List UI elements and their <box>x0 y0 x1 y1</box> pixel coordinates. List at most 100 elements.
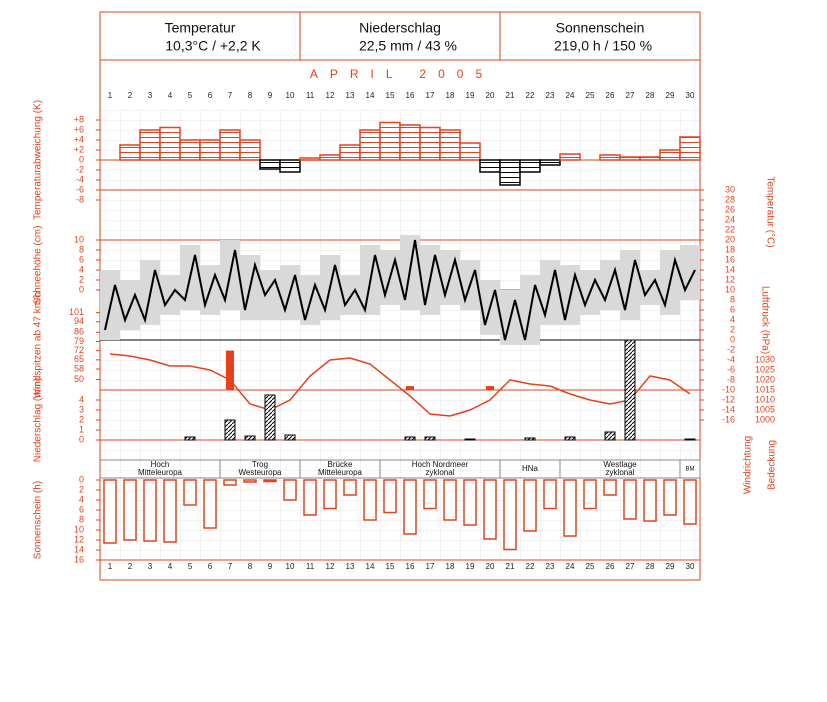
deviation-bar <box>219 129 241 161</box>
day-label: 5 <box>188 562 193 571</box>
y-tick-label: 0 <box>79 154 84 164</box>
weather-type: Mitteleuropa <box>318 468 363 477</box>
y-tick-label: 1025 <box>755 364 775 374</box>
deviation-bar <box>379 121 401 161</box>
y-tick-label: 101 <box>69 307 84 317</box>
deviation-bar <box>659 149 681 161</box>
sunshine-bar <box>523 479 537 532</box>
y-tick-label: -10 <box>722 384 735 394</box>
sunshine-bar <box>343 479 357 496</box>
day-label: 24 <box>566 562 575 571</box>
precip-bar <box>404 436 416 441</box>
y-tick-label: 4 <box>79 264 84 274</box>
day-label: 17 <box>426 91 435 100</box>
day-label: 1 <box>108 91 113 100</box>
y-tick-label: 94 <box>74 316 84 326</box>
day-label: 18 <box>446 562 455 571</box>
deviation-bar <box>279 159 301 173</box>
sunshine-bar <box>363 479 377 521</box>
deviation-bar <box>159 126 181 161</box>
y-tick-label: 6 <box>79 254 84 264</box>
axis-label: Windspitzen ab 47 km/h <box>33 292 44 399</box>
y-tick-label: -2 <box>727 344 735 354</box>
precip-bar <box>624 339 636 441</box>
y-tick-label: 0 <box>79 434 84 444</box>
y-tick-label: 4 <box>79 394 84 404</box>
day-label: 20 <box>486 562 495 571</box>
precip-bar <box>284 434 296 441</box>
day-label: 27 <box>626 562 635 571</box>
precip-bar <box>564 436 576 441</box>
day-label: 4 <box>168 91 173 100</box>
day-label: 10 <box>286 91 295 100</box>
y-tick-label: -4 <box>727 354 735 364</box>
y-tick-label: 1000 <box>755 414 775 424</box>
weather-type: BM <box>686 467 695 473</box>
y-tick-label: 0 <box>79 284 84 294</box>
day-label: 27 <box>626 91 635 100</box>
day-label: 12 <box>326 91 335 100</box>
sunshine-bar <box>283 479 297 501</box>
marks: 1122334455667788991010111112121313141415… <box>69 91 775 571</box>
day-label: 28 <box>646 562 655 571</box>
header-title: Temperatur <box>165 20 236 36</box>
y-tick-label: 2 <box>79 414 84 424</box>
y-tick-label: 4 <box>730 314 735 324</box>
sunshine-bar <box>243 479 257 483</box>
y-tick-label: 79 <box>74 336 84 346</box>
y-tick-label: +4 <box>74 134 84 144</box>
header-value: 22,5 mm / 43 % <box>359 38 457 54</box>
y-tick-label: 58 <box>74 363 84 373</box>
weather-type: Westlage <box>603 460 637 469</box>
day-label: 10 <box>286 562 295 571</box>
sunshine-bar <box>563 479 577 537</box>
month-title: APRIL 2005 <box>310 67 494 81</box>
deviation-bar <box>519 159 541 173</box>
sunshine-bar <box>303 479 317 516</box>
day-label: 23 <box>546 562 555 571</box>
weather-type: zyklonal <box>426 468 455 477</box>
axis-label: Temperatur (°C) <box>764 176 775 247</box>
day-label: 25 <box>586 91 595 100</box>
y-tick-label: 14 <box>725 264 735 274</box>
y-tick-label: 10 <box>725 284 735 294</box>
y-tick-label: 86 <box>74 327 84 337</box>
deviation-bar <box>319 154 341 161</box>
y-tick-label: 18 <box>725 244 735 254</box>
weather-type: Brücke <box>328 460 353 469</box>
axis-label: Niederschlag (mm) <box>33 378 44 462</box>
day-label: 16 <box>406 91 415 100</box>
y-tick-label: 8 <box>79 514 84 524</box>
sunshine-bar <box>263 479 277 483</box>
deviation-bar <box>259 159 281 170</box>
y-tick-label: 72 <box>74 345 84 355</box>
precip-bar <box>604 431 616 441</box>
day-label: 15 <box>386 91 395 100</box>
day-label: 26 <box>606 562 615 571</box>
precip-bar <box>464 438 476 441</box>
sunshine-bar <box>183 479 197 506</box>
day-label: 11 <box>306 91 315 100</box>
y-tick-label: -16 <box>722 414 735 424</box>
y-tick-label: +6 <box>74 124 84 134</box>
sunshine-bar <box>103 479 117 544</box>
day-label: 16 <box>406 562 415 571</box>
day-label: 24 <box>566 91 575 100</box>
day-label: 9 <box>268 91 273 100</box>
y-tick-label: 24 <box>725 214 735 224</box>
y-tick-label: -8 <box>76 194 84 204</box>
y-tick-label: 8 <box>79 244 84 254</box>
y-tick-label: 8 <box>730 294 735 304</box>
sunshine-bar <box>583 479 597 510</box>
precip-bar <box>424 436 436 441</box>
deviation-bar <box>399 124 421 161</box>
deviation-bar <box>679 136 701 161</box>
day-label: 5 <box>188 91 193 100</box>
deviation-bar <box>119 144 141 161</box>
day-label: 21 <box>506 91 515 100</box>
day-label: 1 <box>108 562 113 571</box>
sunshine-bar <box>143 479 157 542</box>
temperature-band <box>260 270 280 320</box>
y-tick-label: 12 <box>725 274 735 284</box>
day-label: 13 <box>346 562 355 571</box>
